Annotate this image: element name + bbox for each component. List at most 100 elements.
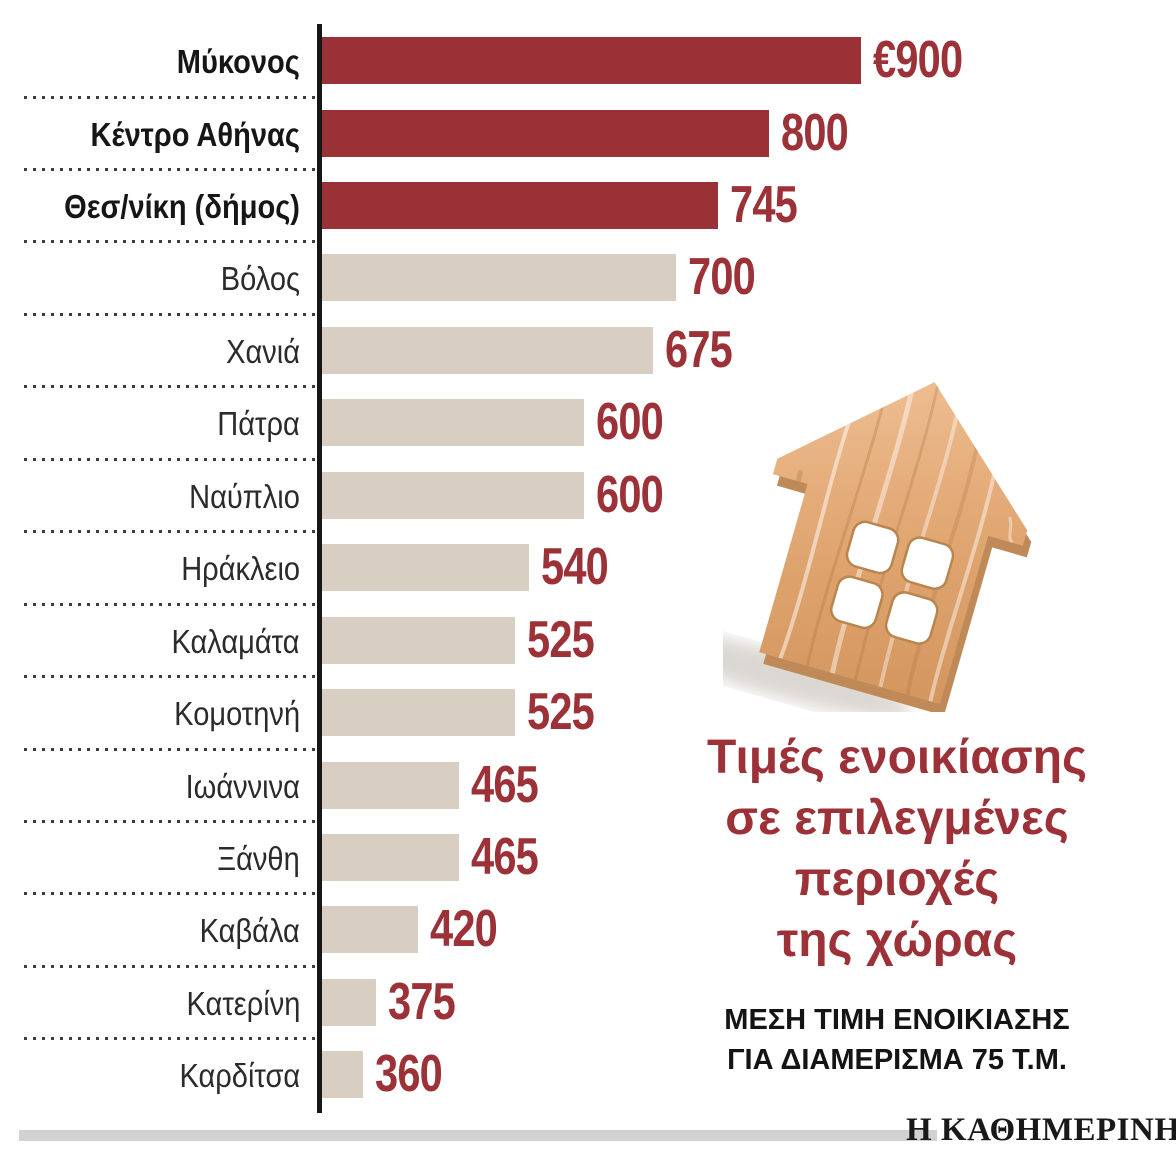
value-label: 675 bbox=[665, 320, 749, 379]
row-separator bbox=[24, 457, 316, 461]
value-label: 465 bbox=[471, 755, 555, 814]
house-shadow bbox=[723, 630, 913, 712]
bar bbox=[322, 616, 515, 664]
bar bbox=[322, 254, 676, 302]
value-label-text: 745 bbox=[730, 175, 798, 234]
subtitle-line-1: ΜΕΣΗ ΤΙΜΗ ΕΝΟΙΚΙΑΣΗΣ bbox=[724, 1004, 1070, 1036]
value-label: 525 bbox=[527, 683, 611, 742]
bar bbox=[322, 181, 718, 229]
category-label-text: Ηράκλειο bbox=[181, 550, 300, 588]
value-label: 600 bbox=[596, 393, 680, 452]
value-label-text: 540 bbox=[541, 538, 609, 597]
value-label-text: 420 bbox=[430, 900, 498, 959]
chart-title: Τιμές ενοικίασης σε επιλεγμένες περιοχές… bbox=[614, 727, 1176, 971]
row-separator bbox=[24, 312, 316, 316]
category-label-text: Ιωάννινα bbox=[185, 767, 300, 805]
value-label: 800 bbox=[781, 103, 865, 162]
value-label-text: 525 bbox=[527, 610, 595, 669]
row-separator bbox=[24, 167, 316, 171]
value-label-text: 600 bbox=[596, 465, 664, 524]
category-label: Καρδίτσα bbox=[0, 1052, 300, 1099]
category-label-text: Κατερίνη bbox=[186, 984, 300, 1022]
value-label-text: 375 bbox=[388, 972, 456, 1031]
value-label-text: 465 bbox=[471, 755, 539, 814]
value-label-text: 675 bbox=[665, 320, 733, 379]
category-label-text: Κομοτηνή bbox=[174, 695, 300, 733]
row-separator bbox=[24, 892, 316, 896]
value-label-text: 465 bbox=[471, 828, 539, 886]
category-label: Κέντρο Αθήνας bbox=[0, 111, 300, 158]
value-label: 420 bbox=[430, 900, 514, 959]
value-label-text: 800 bbox=[781, 103, 849, 162]
category-label-text: Καβάλα bbox=[199, 912, 300, 950]
title-line-1: Τιμές ενοικίασης bbox=[707, 731, 1087, 784]
category-label-text: Κέντρο Αθήνας bbox=[90, 115, 300, 153]
category-label: Χανιά bbox=[0, 328, 300, 375]
title-line-2: σε επιλεγμένες bbox=[725, 792, 1069, 845]
category-label-text: Καλαμάτα bbox=[171, 622, 300, 660]
value-label-text: 360 bbox=[375, 1045, 443, 1104]
row-separator bbox=[24, 747, 316, 751]
category-label-text: Ναύπλιο bbox=[189, 477, 300, 515]
bar bbox=[322, 761, 459, 809]
bar bbox=[322, 906, 418, 954]
category-label: Καλαμάτα bbox=[0, 618, 300, 665]
publisher-logo: Η ΚΑΘΗΜΕΡΙΝΗ bbox=[906, 1112, 1176, 1148]
chart-subtitle: ΜΕΣΗ ΤΙΜΗ ΕΝΟΙΚΙΑΣΗΣ ΓΙΑ ΔΙΑΜΕΡΙΣΜΑ 75 Τ… bbox=[614, 1000, 1176, 1080]
value-label-text: 525 bbox=[527, 683, 595, 742]
value-label-text: 700 bbox=[688, 248, 756, 307]
category-label-text: Πάτρα bbox=[217, 405, 300, 443]
value-label: 540 bbox=[541, 538, 625, 597]
bar bbox=[322, 689, 515, 737]
bar bbox=[322, 978, 376, 1026]
bar bbox=[322, 834, 459, 881]
category-label: Ηράκλειο bbox=[0, 545, 300, 592]
row-separator bbox=[24, 385, 316, 389]
category-label-text: Βόλος bbox=[220, 260, 300, 298]
category-label: Πάτρα bbox=[0, 400, 300, 447]
value-label-text: €900 bbox=[873, 31, 963, 89]
category-label-text: Ξάνθη bbox=[217, 840, 300, 877]
footer-divider-bar bbox=[19, 1130, 937, 1141]
value-label: 465 bbox=[471, 828, 555, 886]
value-label: 700 bbox=[688, 248, 772, 307]
category-label-text: Καρδίτσα bbox=[179, 1057, 300, 1095]
bar bbox=[322, 109, 769, 157]
wooden-house-illustration bbox=[723, 381, 1032, 712]
category-label-text: Θεσ/νίκη (δήμος) bbox=[64, 187, 300, 225]
row-separator bbox=[24, 964, 316, 968]
value-label: 525 bbox=[527, 610, 611, 669]
category-label-text: Μύκονος bbox=[176, 43, 300, 80]
category-label: Κατερίνη bbox=[0, 980, 300, 1027]
category-label: Μύκονος bbox=[0, 38, 300, 85]
bar bbox=[322, 37, 861, 84]
row-separator bbox=[24, 675, 316, 679]
bar bbox=[322, 471, 584, 519]
category-label: Καβάλα bbox=[0, 907, 300, 954]
bar bbox=[322, 1051, 363, 1099]
house-windows bbox=[830, 520, 955, 645]
value-label: €900 bbox=[873, 31, 985, 89]
row-separator bbox=[24, 530, 316, 534]
title-line-4: της χώρας bbox=[776, 914, 1018, 967]
category-label-text: Χανιά bbox=[226, 332, 300, 370]
category-label: Ιωάννινα bbox=[0, 763, 300, 810]
bar bbox=[322, 326, 653, 374]
value-label: 600 bbox=[596, 465, 680, 524]
row-separator bbox=[24, 820, 316, 823]
title-line-3: περιοχές bbox=[794, 853, 1000, 906]
category-label: Βόλος bbox=[0, 255, 300, 302]
row-separator bbox=[24, 602, 316, 606]
value-label: 360 bbox=[375, 1045, 459, 1104]
value-label-text: 600 bbox=[596, 393, 664, 452]
row-separator bbox=[24, 240, 316, 244]
category-label: Ξάνθη bbox=[0, 835, 300, 882]
value-label: 745 bbox=[730, 175, 814, 234]
row-separator bbox=[24, 95, 316, 99]
bar bbox=[322, 399, 584, 447]
category-label: Θεσ/νίκη (δήμος) bbox=[0, 183, 300, 230]
row-separator bbox=[24, 1037, 316, 1041]
category-label: Κομοτηνή bbox=[0, 690, 300, 737]
bar bbox=[322, 544, 529, 592]
